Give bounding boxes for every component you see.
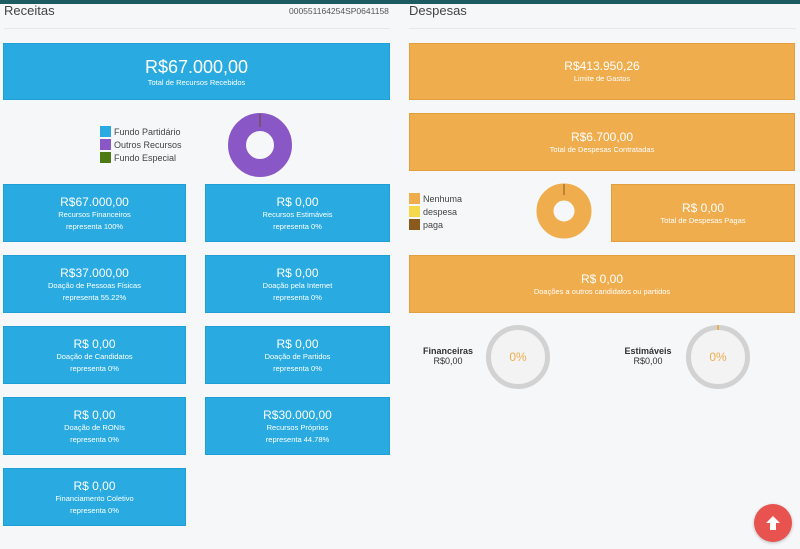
card-value: R$ 0,00 [73, 336, 116, 351]
arrow-up-icon [766, 516, 780, 530]
gauge-name: Estimáveis [624, 346, 672, 356]
card-label: Recursos Financeiros [58, 209, 131, 219]
gauge-tick [717, 325, 719, 330]
card-value: R$ 0,00 [276, 194, 319, 209]
limite-gastos-value: R$413.950,26 [564, 59, 640, 74]
legend-item[interactable]: Fundo Partidário [100, 125, 182, 138]
legend-label: Fundo Partidário [114, 126, 181, 137]
despesas-divider [409, 28, 796, 29]
card-label: Doação de RONIs [64, 422, 125, 432]
recursos-financeiros-card: R$67.000,00 Recursos Financeiros represe… [3, 184, 186, 242]
doacoes-outros-card: R$ 0,00 Doações a outros candidatos ou p… [409, 255, 795, 313]
scroll-top-button[interactable] [754, 504, 792, 542]
receitas-title: Receitas [4, 3, 55, 18]
legend-swatch [100, 126, 111, 137]
despesas-contratadas-value: R$6.700,00 [570, 129, 634, 144]
total-recursos-value: R$67.000,00 [144, 56, 249, 77]
gauge-value: R$0,00 [433, 356, 463, 366]
gauge-financeiras-label: Financeiras R$0,00 [420, 346, 476, 366]
card-label: Doação pela Internet [262, 280, 333, 290]
doacoes-outros-value: R$ 0,00 [580, 271, 624, 286]
card-value: R$67.000,00 [60, 194, 129, 209]
card-label: Doação de Partidos [264, 351, 331, 361]
card-percent: representa 0% [70, 435, 119, 444]
gauge-name: Financeiras [422, 346, 474, 356]
card-label: Doação de Pessoas Físicas [48, 280, 141, 290]
doacao-partidos-card: R$ 0,00 Doação de Partidos representa 0% [205, 326, 390, 384]
limite-gastos-card: R$413.950,26 Limite de Gastos [409, 43, 795, 100]
doacao-internet-card: R$ 0,00 Doação pela Internet representa … [205, 255, 390, 313]
despesas-pagas-card: R$ 0,00 Total de Despesas Pagas [611, 184, 795, 242]
despesas-contratadas-label: Total de Despesas Contratadas [549, 144, 655, 154]
card-percent: representa 100% [65, 222, 124, 231]
despesas-pagas-value: R$ 0,00 [681, 200, 725, 215]
receitas-divider [4, 28, 390, 29]
card-percent: representa 55.22% [62, 293, 127, 302]
card-value: R$ 0,00 [73, 407, 116, 422]
card-percent: representa 0% [70, 364, 119, 373]
receitas-legend: Fundo Partidário Outros Recursos Fundo E… [100, 125, 182, 164]
gauge-value: R$0,00 [633, 356, 663, 366]
card-value: R$37.000,00 [60, 265, 129, 280]
recursos-estimaveis-card: R$ 0,00 Recursos Estimáveis representa 0… [205, 184, 390, 242]
despesas-legend: Nenhuma despesa paga [409, 192, 462, 231]
card-value: R$30.000,00 [263, 407, 332, 422]
donut-slice-outros[interactable] [228, 113, 292, 177]
card-percent: representa 0% [70, 506, 119, 515]
despesas-contratadas-card: R$6.700,00 Total de Despesas Contratadas [409, 113, 795, 171]
legend-item[interactable]: Outros Recursos [100, 138, 182, 151]
card-label: Recursos Estimáveis [262, 209, 333, 219]
gauge-financeiras: 0% [486, 325, 550, 389]
legend-item[interactable]: despesa [409, 205, 462, 218]
legend-label: Fundo Especial [114, 152, 177, 163]
legend-swatch [409, 219, 420, 230]
legend-item[interactable]: paga [409, 218, 462, 231]
card-label: Doação de Candidatos [56, 351, 133, 361]
gauge-percent: 0% [709, 350, 727, 364]
card-value: R$ 0,00 [276, 265, 319, 280]
legend-label: Nenhuma [423, 193, 463, 204]
doacao-ronis-card: R$ 0,00 Doação de RONIs representa 0% [3, 397, 186, 455]
gauge-estimaveis: 0% [686, 325, 750, 389]
legend-swatch [409, 206, 420, 217]
legend-item[interactable]: Fundo Especial [100, 151, 182, 164]
legend-swatch [100, 152, 111, 163]
doacao-candidatos-card: R$ 0,00 Doação de Candidatos representa … [3, 326, 186, 384]
doacao-pessoas-fisicas-card: R$37.000,00 Doação de Pessoas Físicas re… [3, 255, 186, 313]
gauge-percent: 0% [509, 350, 527, 364]
card-value: R$ 0,00 [276, 336, 319, 351]
receitas-donut-chart[interactable] [228, 113, 292, 177]
financiamento-coletivo-card: R$ 0,00 Financiamento Coletivo represent… [3, 468, 186, 526]
total-recursos-card: R$67.000,00 Total de Recursos Recebidos [3, 43, 390, 100]
despesas-pagas-label: Total de Despesas Pagas [660, 215, 746, 225]
legend-swatch [100, 139, 111, 150]
card-percent: representa 0% [273, 364, 322, 373]
total-recursos-label: Total de Recursos Recebidos [147, 78, 246, 88]
card-label: Financiamento Coletivo [55, 493, 134, 503]
limite-gastos-label: Limite de Gastos [573, 74, 631, 84]
card-label: Recursos Próprios [266, 422, 329, 432]
legend-label: paga [423, 219, 444, 230]
legend-swatch [409, 193, 420, 204]
card-percent: representa 0% [273, 293, 322, 302]
legend-item[interactable]: Nenhuma [409, 192, 462, 205]
legend-label: despesa [423, 206, 458, 217]
card-percent: representa 44.78% [265, 435, 330, 444]
recursos-proprios-card: R$30.000,00 Recursos Próprios representa… [205, 397, 390, 455]
doacoes-outros-label: Doações a outros candidatos ou partidos [533, 286, 671, 296]
despesas-donut-chart[interactable] [536, 183, 592, 239]
card-percent: representa 0% [273, 222, 322, 231]
top-bar [0, 0, 800, 4]
legend-label: Outros Recursos [114, 139, 182, 150]
despesas-title: Despesas [409, 3, 467, 18]
donut-slice-nenhuma[interactable] [536, 183, 592, 239]
gauge-estimaveis-label: Estimáveis R$0,00 [620, 346, 676, 366]
card-value: R$ 0,00 [73, 478, 116, 493]
candidate-code: 000551164254SP0641158 [289, 6, 389, 16]
